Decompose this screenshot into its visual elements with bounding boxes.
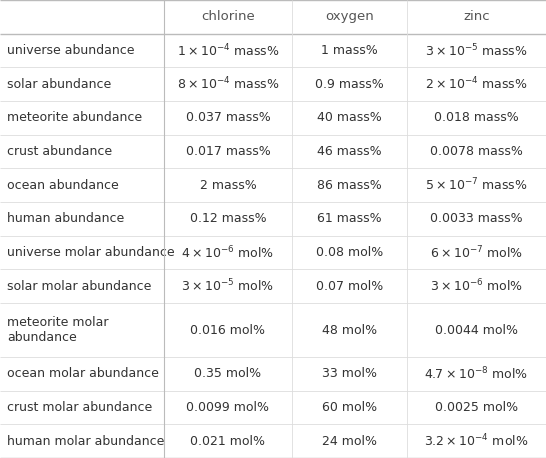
Text: meteorite abundance: meteorite abundance bbox=[7, 111, 142, 125]
Text: human abundance: human abundance bbox=[7, 213, 124, 225]
Text: 0.037 mass%: 0.037 mass% bbox=[186, 111, 270, 125]
Text: 46 mass%: 46 mass% bbox=[317, 145, 382, 158]
Text: $3.2\times10^{-4}$ mol%: $3.2\times10^{-4}$ mol% bbox=[424, 433, 529, 449]
Text: 0.12 mass%: 0.12 mass% bbox=[189, 213, 266, 225]
Text: 0.018 mass%: 0.018 mass% bbox=[434, 111, 519, 125]
Text: $3\times10^{-6}$ mol%: $3\times10^{-6}$ mol% bbox=[430, 278, 523, 294]
Text: 0.08 mol%: 0.08 mol% bbox=[316, 246, 383, 259]
Text: $4.7\times10^{-8}$ mol%: $4.7\times10^{-8}$ mol% bbox=[424, 365, 529, 382]
Text: 0.0044 mol%: 0.0044 mol% bbox=[435, 323, 518, 337]
Text: 33 mol%: 33 mol% bbox=[322, 367, 377, 380]
Text: $5\times10^{-7}$ mass%: $5\times10^{-7}$ mass% bbox=[425, 177, 528, 194]
Text: $4\times10^{-6}$ mol%: $4\times10^{-6}$ mol% bbox=[181, 244, 275, 261]
Text: solar abundance: solar abundance bbox=[7, 78, 111, 91]
Text: 0.0033 mass%: 0.0033 mass% bbox=[430, 213, 523, 225]
Text: $6\times10^{-7}$ mol%: $6\times10^{-7}$ mol% bbox=[430, 244, 523, 261]
Text: crust molar abundance: crust molar abundance bbox=[7, 401, 152, 414]
Text: 0.0078 mass%: 0.0078 mass% bbox=[430, 145, 523, 158]
Text: 0.9 mass%: 0.9 mass% bbox=[315, 78, 384, 91]
Text: meteorite molar
abundance: meteorite molar abundance bbox=[7, 316, 109, 344]
Text: $2\times10^{-4}$ mass%: $2\times10^{-4}$ mass% bbox=[425, 76, 528, 93]
Text: 0.016 mol%: 0.016 mol% bbox=[191, 323, 265, 337]
Text: 1 mass%: 1 mass% bbox=[321, 44, 378, 57]
Text: 86 mass%: 86 mass% bbox=[317, 179, 382, 192]
Text: 0.07 mol%: 0.07 mol% bbox=[316, 280, 383, 293]
Text: $8\times10^{-4}$ mass%: $8\times10^{-4}$ mass% bbox=[176, 76, 280, 93]
Text: $1\times10^{-4}$ mass%: $1\times10^{-4}$ mass% bbox=[176, 42, 280, 59]
Text: 0.017 mass%: 0.017 mass% bbox=[186, 145, 270, 158]
Text: zinc: zinc bbox=[463, 11, 490, 23]
Text: solar molar abundance: solar molar abundance bbox=[7, 280, 151, 293]
Text: universe molar abundance: universe molar abundance bbox=[7, 246, 175, 259]
Text: 61 mass%: 61 mass% bbox=[317, 213, 382, 225]
Text: 0.021 mol%: 0.021 mol% bbox=[191, 435, 265, 447]
Text: 0.35 mol%: 0.35 mol% bbox=[194, 367, 262, 380]
Text: crust abundance: crust abundance bbox=[7, 145, 112, 158]
Text: 48 mol%: 48 mol% bbox=[322, 323, 377, 337]
Text: 0.0099 mol%: 0.0099 mol% bbox=[186, 401, 270, 414]
Text: 60 mol%: 60 mol% bbox=[322, 401, 377, 414]
Text: chlorine: chlorine bbox=[201, 11, 255, 23]
Text: human molar abundance: human molar abundance bbox=[7, 435, 164, 447]
Text: ocean abundance: ocean abundance bbox=[7, 179, 119, 192]
Text: 2 mass%: 2 mass% bbox=[200, 179, 256, 192]
Text: 0.0025 mol%: 0.0025 mol% bbox=[435, 401, 518, 414]
Text: universe abundance: universe abundance bbox=[7, 44, 135, 57]
Text: $3\times10^{-5}$ mol%: $3\times10^{-5}$ mol% bbox=[181, 278, 275, 294]
Text: 24 mol%: 24 mol% bbox=[322, 435, 377, 447]
Text: $3\times10^{-5}$ mass%: $3\times10^{-5}$ mass% bbox=[425, 42, 528, 59]
Text: oxygen: oxygen bbox=[325, 11, 374, 23]
Text: 40 mass%: 40 mass% bbox=[317, 111, 382, 125]
Text: ocean molar abundance: ocean molar abundance bbox=[7, 367, 159, 380]
